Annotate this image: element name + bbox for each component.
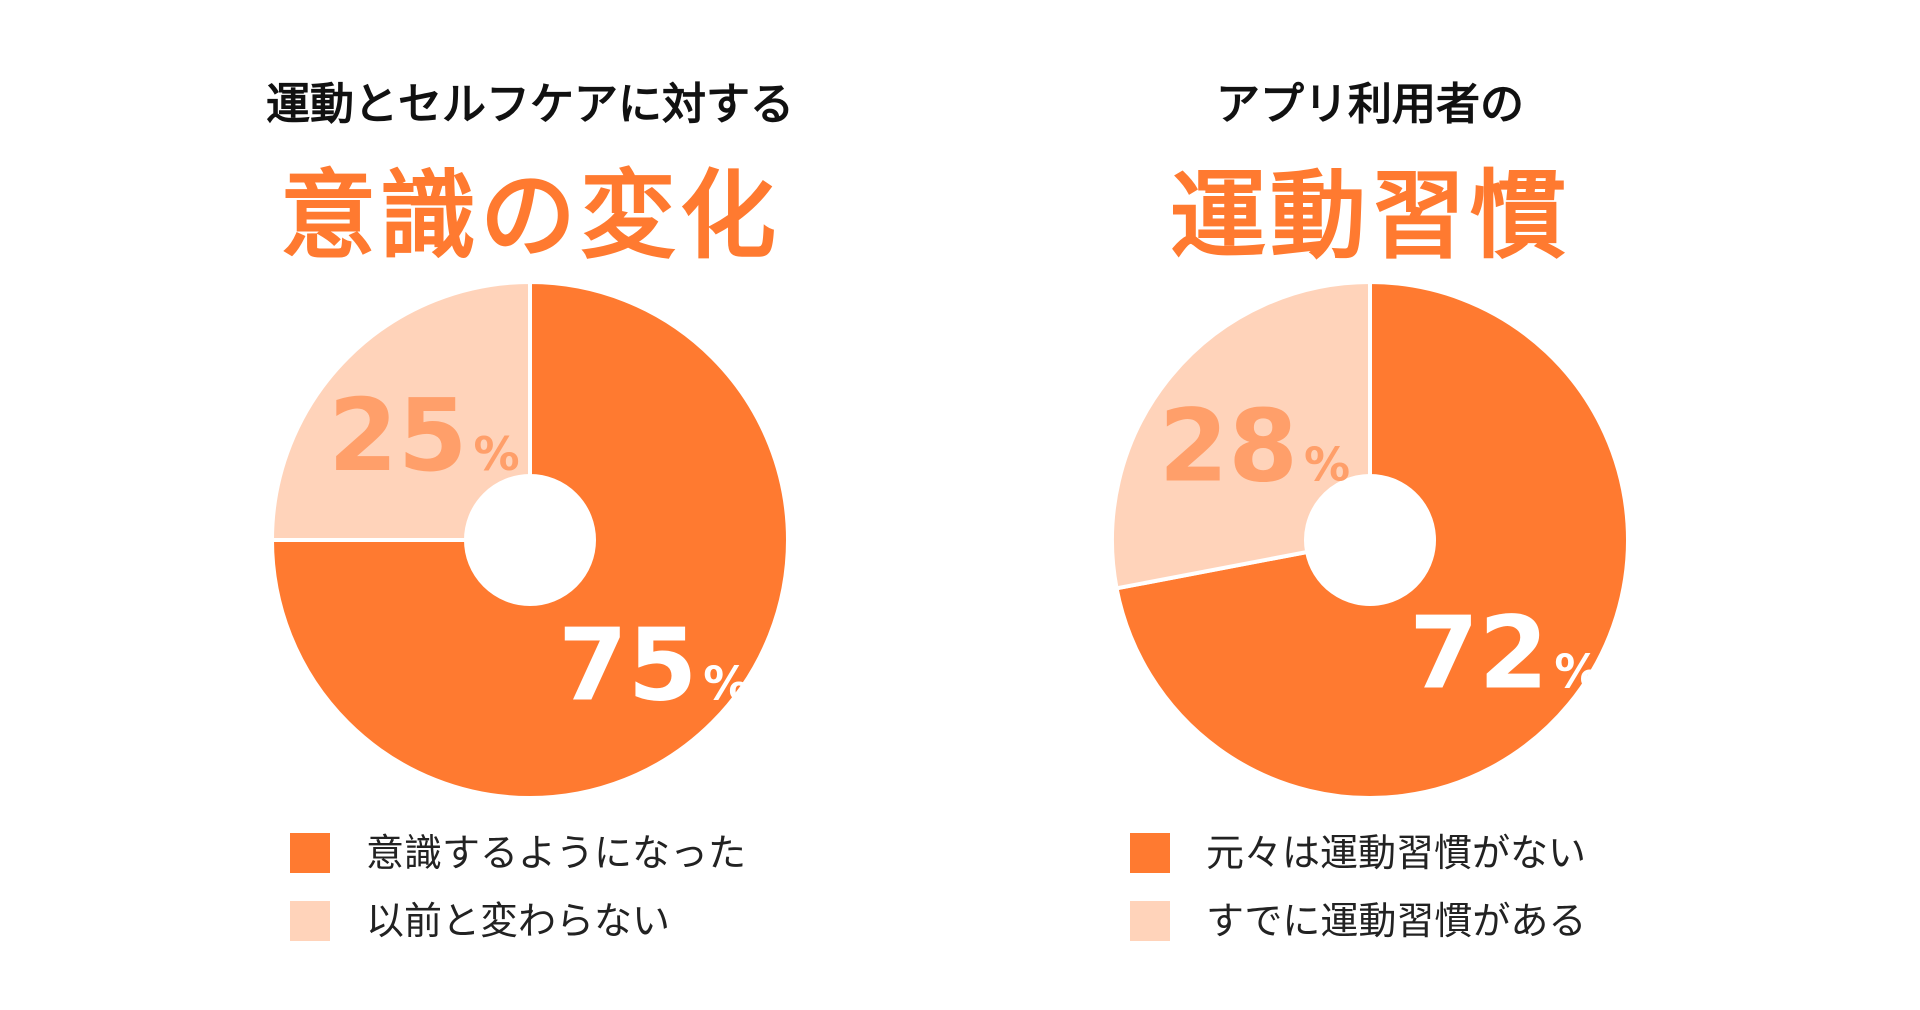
percent-unit: % [1554,645,1600,699]
slice-percent-label: 72% [1409,595,1600,712]
slice-percent-label: 75% [558,607,749,724]
percent-value: 25 [328,377,467,494]
percent-unit: % [1304,437,1350,491]
chart-title: 意識の変化 [280,160,780,272]
donut-chart: 75 %25% [269,279,790,800]
slice-percent-label: 25% [328,377,519,494]
chart-subtitle: アプリ利用者の [1216,79,1524,130]
legend-swatch-light [290,901,330,941]
percent-value: 72 [1409,595,1548,712]
percent-unit: % [703,657,749,711]
legend-label: 元々は運動習慣がない [1206,831,1587,875]
slice-secondary [1110,279,1372,591]
slice-secondary [269,279,532,542]
slice-main [1114,279,1630,800]
legend-swatch-primary [290,833,330,873]
legend-label: 以前と変わらない [366,899,671,943]
percent-value: 75 [558,607,697,724]
chart-subtitle: 運動とセルフケアに対する [266,79,794,130]
percent-unit: % [473,427,519,481]
legend-label: すでに運動習慣がある [1206,899,1587,943]
chart-panel-exercise-habit: アプリ利用者の 運動習慣 72% 28% 元々は運動習慣がない すでに運動習慣があ… [920,0,1820,1010]
legend-swatch-light [1130,901,1170,941]
legend-label: 意識するようになった [366,831,747,875]
slice-percent-label: 28% [1159,387,1350,504]
slice-main [269,279,790,800]
chart-title: 運動習慣 [1170,160,1570,272]
donut-chart: 72 %28% [1110,279,1630,800]
percent-value: 28 [1159,387,1298,504]
legend-swatch-primary [1130,833,1170,873]
chart-panel-awareness: 運動とセルフケアに対する 意識の変化 75% 25% 意識するようになった 以前と… [80,0,980,1010]
